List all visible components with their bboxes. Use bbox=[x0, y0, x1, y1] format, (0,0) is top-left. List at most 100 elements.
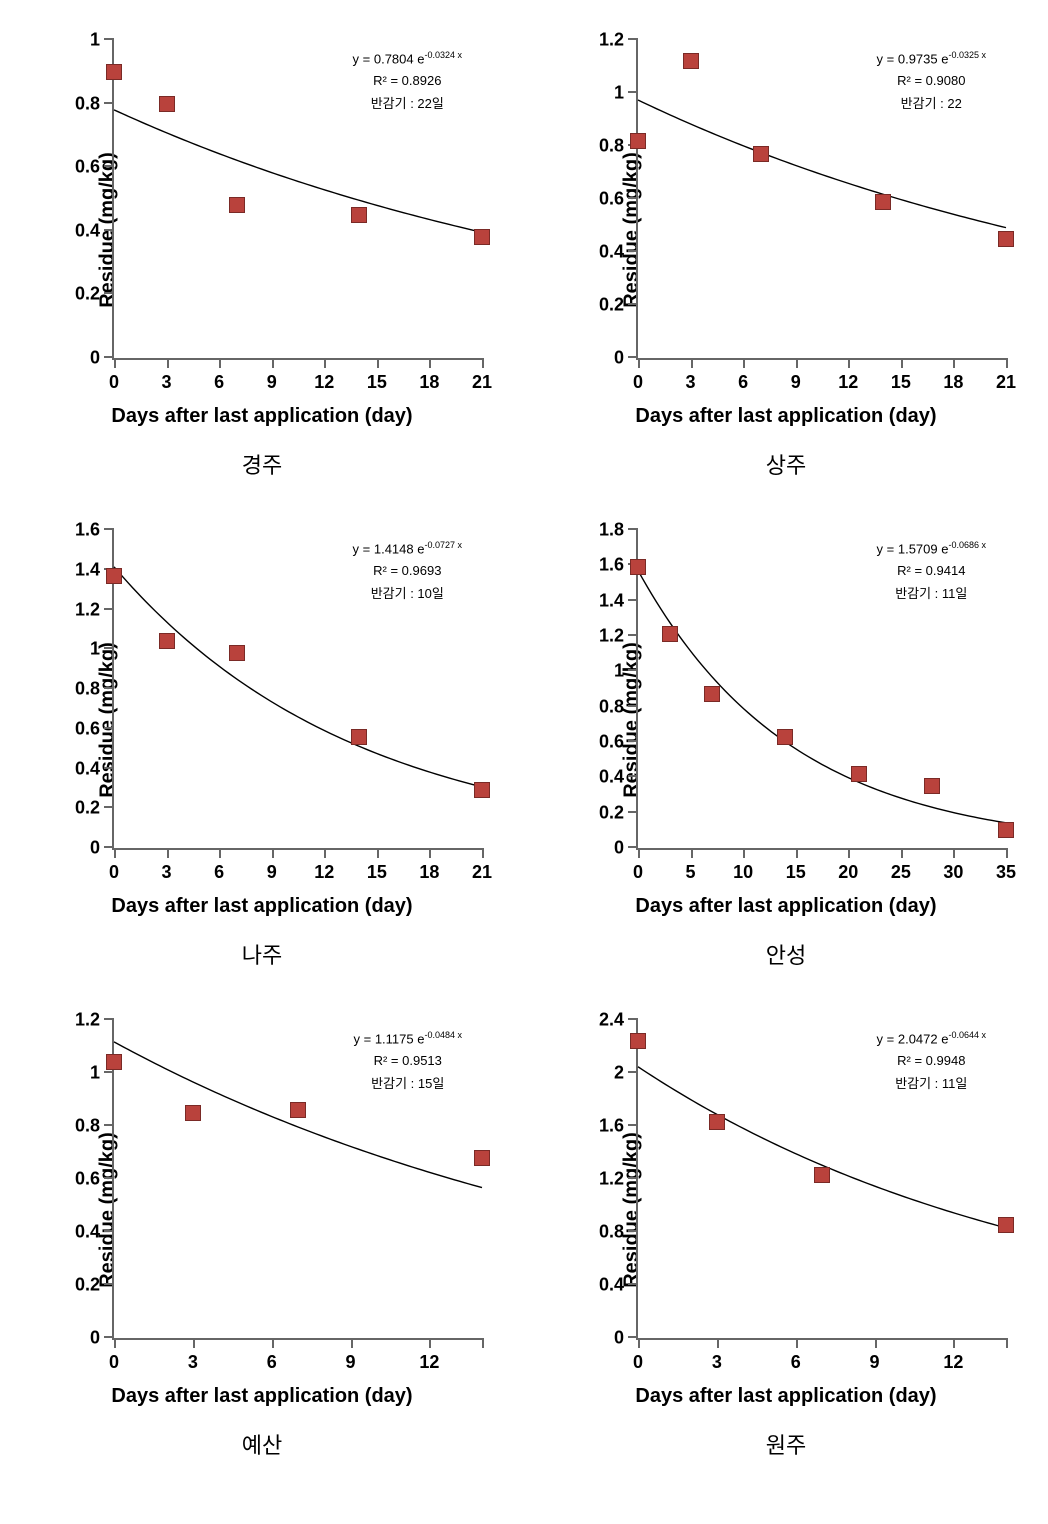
y-tick bbox=[628, 38, 638, 40]
y-tick bbox=[628, 356, 638, 358]
x-tick-label: 9 bbox=[791, 372, 801, 393]
data-point bbox=[709, 1114, 725, 1130]
x-tick bbox=[953, 848, 955, 858]
chart-panel: Residue (mg/kg)Days after last applicati… bbox=[534, 1000, 1038, 1460]
y-tick-label: 0 bbox=[614, 1328, 624, 1349]
x-tick-label: 30 bbox=[943, 862, 963, 883]
data-point bbox=[924, 778, 940, 794]
x-tick bbox=[272, 358, 274, 368]
x-tick bbox=[114, 848, 116, 858]
y-tick-label: 0.6 bbox=[75, 1169, 100, 1190]
x-tick bbox=[691, 848, 693, 858]
x-tick-label: 21 bbox=[996, 372, 1016, 393]
x-tick bbox=[482, 1338, 484, 1348]
equation-prefix: y = 0.7804 e bbox=[353, 51, 425, 66]
x-tick bbox=[167, 848, 169, 858]
equation-text: y = 2.0472 e-0.0644 x bbox=[877, 1028, 986, 1050]
x-tick-label: 0 bbox=[633, 372, 643, 393]
x-tick-label: 3 bbox=[162, 862, 172, 883]
data-point bbox=[106, 1054, 122, 1070]
chart-annotation: y = 0.9735 e-0.0325 xR² = 0.9080반감기 : 22 bbox=[877, 48, 986, 115]
y-tick-label: 1 bbox=[614, 661, 624, 682]
x-axis-label: Days after last application (day) bbox=[22, 895, 502, 918]
y-tick-label: 1.2 bbox=[75, 599, 100, 620]
data-point bbox=[229, 645, 245, 661]
y-tick-label: 0.4 bbox=[75, 758, 100, 779]
x-tick bbox=[324, 358, 326, 368]
data-point bbox=[351, 207, 367, 223]
y-tick bbox=[628, 1283, 638, 1285]
y-tick bbox=[104, 1230, 114, 1232]
data-point bbox=[229, 197, 245, 213]
equation-text: y = 1.4148 e-0.0727 x bbox=[353, 538, 462, 560]
y-tick-label: 1.2 bbox=[599, 1169, 624, 1190]
y-tick-label: 0 bbox=[614, 838, 624, 859]
x-tick-label: 3 bbox=[686, 372, 696, 393]
equation-prefix: y = 1.4148 e bbox=[353, 541, 425, 556]
x-tick bbox=[377, 358, 379, 368]
chart-caption: 안성 bbox=[766, 938, 806, 970]
equation-exponent: -0.0727 x bbox=[424, 540, 462, 550]
plot-area: 00.40.81.21.622.4036912y = 2.0472 e-0.06… bbox=[636, 1020, 1006, 1340]
data-point bbox=[753, 146, 769, 162]
half-life-text: 반감기 : 22일 bbox=[353, 93, 462, 115]
y-tick bbox=[628, 1230, 638, 1232]
data-point bbox=[704, 686, 720, 702]
y-tick-label: 0.8 bbox=[75, 93, 100, 114]
half-life-text: 반감기 : 22 bbox=[877, 93, 986, 115]
equation-exponent: -0.0484 x bbox=[424, 1030, 462, 1040]
x-axis-label: Days after last application (day) bbox=[22, 405, 502, 428]
y-tick bbox=[628, 528, 638, 530]
plot-area: 00.20.40.60.811.2036912y = 1.1175 e-0.04… bbox=[112, 1020, 482, 1340]
x-tick-label: 6 bbox=[738, 372, 748, 393]
data-point bbox=[998, 822, 1014, 838]
x-tick-label: 3 bbox=[162, 372, 172, 393]
chart-panel: Residue (mg/kg)Days after last applicati… bbox=[10, 510, 514, 970]
chart-caption: 경주 bbox=[242, 448, 282, 480]
chart-caption: 예산 bbox=[242, 1428, 282, 1460]
y-tick-label: 1.2 bbox=[599, 626, 624, 647]
y-tick-label: 0.6 bbox=[75, 157, 100, 178]
x-tick-label: 21 bbox=[472, 862, 492, 883]
r-squared-text: R² = 0.9693 bbox=[353, 560, 462, 582]
equation-text: y = 0.7804 e-0.0324 x bbox=[353, 48, 462, 70]
data-point bbox=[998, 231, 1014, 247]
x-tick bbox=[638, 1338, 640, 1348]
x-axis-label: Days after last application (day) bbox=[546, 1385, 1026, 1408]
data-point bbox=[185, 1105, 201, 1121]
chart-annotation: y = 1.1175 e-0.0484 xR² = 0.9513반감기 : 15… bbox=[354, 1028, 463, 1095]
equation-prefix: y = 2.0472 e bbox=[877, 1031, 949, 1046]
y-tick bbox=[104, 1283, 114, 1285]
chart-annotation: y = 0.7804 e-0.0324 xR² = 0.8926반감기 : 22… bbox=[353, 48, 462, 115]
y-tick bbox=[104, 1124, 114, 1126]
y-tick-label: 1 bbox=[614, 83, 624, 104]
y-tick-label: 0.8 bbox=[599, 136, 624, 157]
y-tick bbox=[628, 1071, 638, 1073]
y-tick-label: 0.8 bbox=[75, 679, 100, 700]
y-tick bbox=[628, 811, 638, 813]
y-tick-label: 1.4 bbox=[599, 590, 624, 611]
equation-prefix: y = 0.9735 e bbox=[877, 51, 949, 66]
y-tick bbox=[628, 775, 638, 777]
plot-area: 00.20.40.60.81036912151821y = 0.7804 e-0… bbox=[112, 40, 482, 360]
equation-prefix: y = 1.5709 e bbox=[877, 541, 949, 556]
x-tick bbox=[219, 358, 221, 368]
x-tick bbox=[193, 1338, 195, 1348]
y-tick-label: 1.8 bbox=[599, 520, 624, 541]
r-squared-text: R² = 0.9513 bbox=[354, 1050, 463, 1072]
y-tick-label: 0 bbox=[614, 348, 624, 369]
data-point bbox=[851, 766, 867, 782]
data-point bbox=[474, 1150, 490, 1166]
x-tick-label: 12 bbox=[314, 862, 334, 883]
x-tick bbox=[901, 848, 903, 858]
y-tick bbox=[628, 197, 638, 199]
equation-text: y = 1.1175 e-0.0484 x bbox=[354, 1028, 463, 1050]
y-tick-label: 0.2 bbox=[75, 1275, 100, 1296]
y-tick-label: 1 bbox=[90, 639, 100, 660]
data-point bbox=[351, 729, 367, 745]
y-tick-label: 0.4 bbox=[75, 1222, 100, 1243]
y-tick bbox=[104, 1018, 114, 1020]
equation-exponent: -0.0325 x bbox=[948, 50, 986, 60]
x-tick bbox=[429, 358, 431, 368]
x-tick bbox=[953, 358, 955, 368]
